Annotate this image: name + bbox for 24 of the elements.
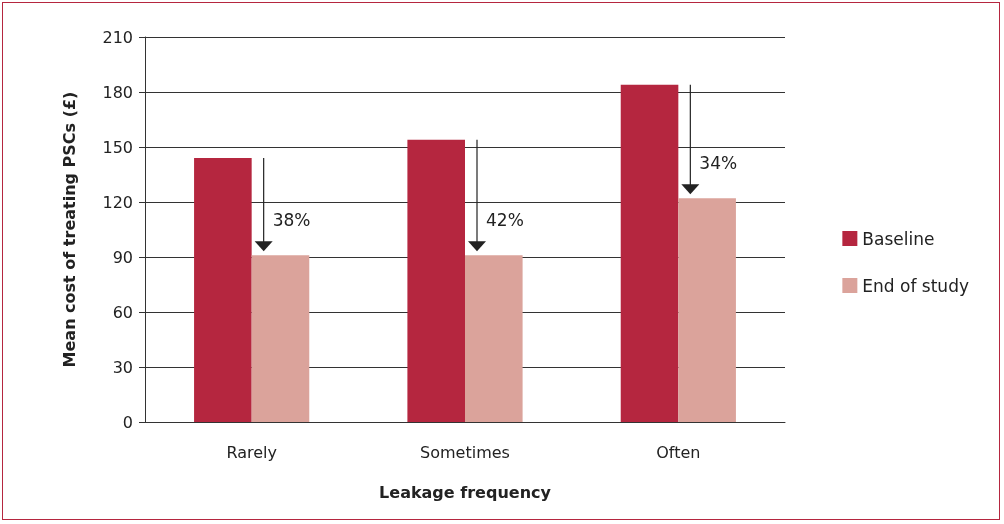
y-axis-title: Mean cost of treating PSCs (£) (59, 91, 79, 368)
bar (465, 255, 523, 422)
x-tick-label: Sometimes (420, 442, 510, 462)
annotation: 38% (272, 209, 311, 230)
y-tick-label: 150 (102, 137, 133, 157)
y-tick-label: 30 (112, 357, 133, 377)
x-axis-title: Leakage frequency (379, 482, 552, 502)
legend-label: End of study (862, 275, 970, 296)
x-tick-label: Often (656, 442, 701, 462)
bar (407, 139, 465, 422)
y-tick-label: 0 (122, 412, 133, 432)
bar (678, 198, 736, 422)
y-tick-label: 120 (102, 192, 133, 212)
y-tick-label: 60 (112, 302, 133, 322)
legend-label: Baseline (862, 228, 935, 249)
bar (251, 255, 310, 422)
y-tick-label: 180 (102, 82, 133, 102)
y-tick-label: 210 (102, 27, 133, 47)
annotation: 42% (486, 209, 524, 230)
y-tick-label: 90 (112, 247, 133, 267)
bar (620, 84, 679, 422)
bar (194, 158, 252, 422)
x-tick-label: Rarely (226, 442, 277, 462)
annotation: 34% (699, 152, 738, 173)
